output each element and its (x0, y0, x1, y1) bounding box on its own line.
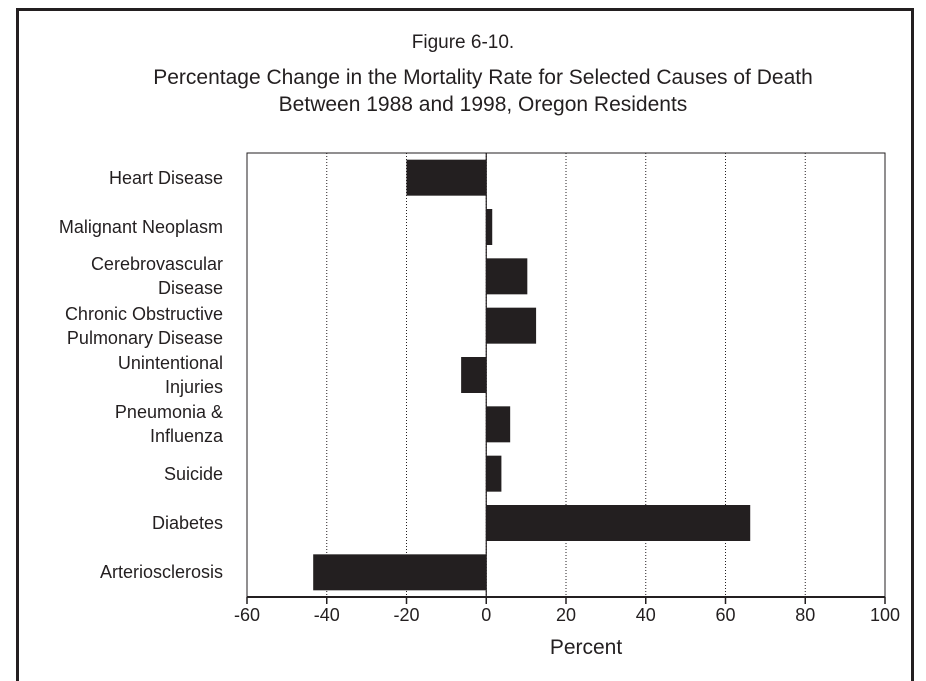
y-tick-label: Arteriosclerosis (99, 562, 223, 583)
x-tick-label: 40 (636, 605, 656, 625)
y-tick-label: Suicide (163, 463, 223, 484)
x-tick-label: -60 (234, 605, 260, 625)
x-tick-label: 60 (715, 605, 735, 625)
bar (486, 455, 502, 492)
bar (486, 505, 751, 541)
bar (461, 357, 487, 393)
y-tick-label: Chronic Obstructive Pulmonary Disease (64, 303, 223, 348)
y-tick-label: Pneumonia & Influenza (114, 402, 223, 447)
x-tick-label: -20 (393, 605, 419, 625)
chart-title: Percentage Change in the Mortality Rate … (153, 66, 813, 116)
x-tick-label: 100 (870, 605, 900, 625)
bar (313, 554, 487, 591)
bar (486, 307, 537, 344)
figure-label: Figure 6-10. (411, 32, 515, 53)
bar (486, 406, 511, 443)
x-tick-label: 80 (795, 605, 815, 625)
y-tick-label: Diabetes (151, 513, 223, 533)
x-axis-label: Percent (549, 636, 623, 659)
x-tick-label: 20 (556, 605, 576, 625)
bar (406, 159, 487, 196)
y-tick-label: Heart Disease (108, 167, 223, 188)
x-tick-label: 0 (481, 605, 491, 625)
x-tick-label: -40 (314, 605, 340, 625)
bar (486, 209, 493, 245)
y-tick-label: Cerebrovascular Disease (90, 254, 223, 299)
frame (16, 8, 914, 681)
y-tick-label: Unintentional Injuries (117, 353, 223, 397)
y-tick-label: Malignant Neoplasm (58, 217, 223, 237)
bar (486, 258, 528, 295)
